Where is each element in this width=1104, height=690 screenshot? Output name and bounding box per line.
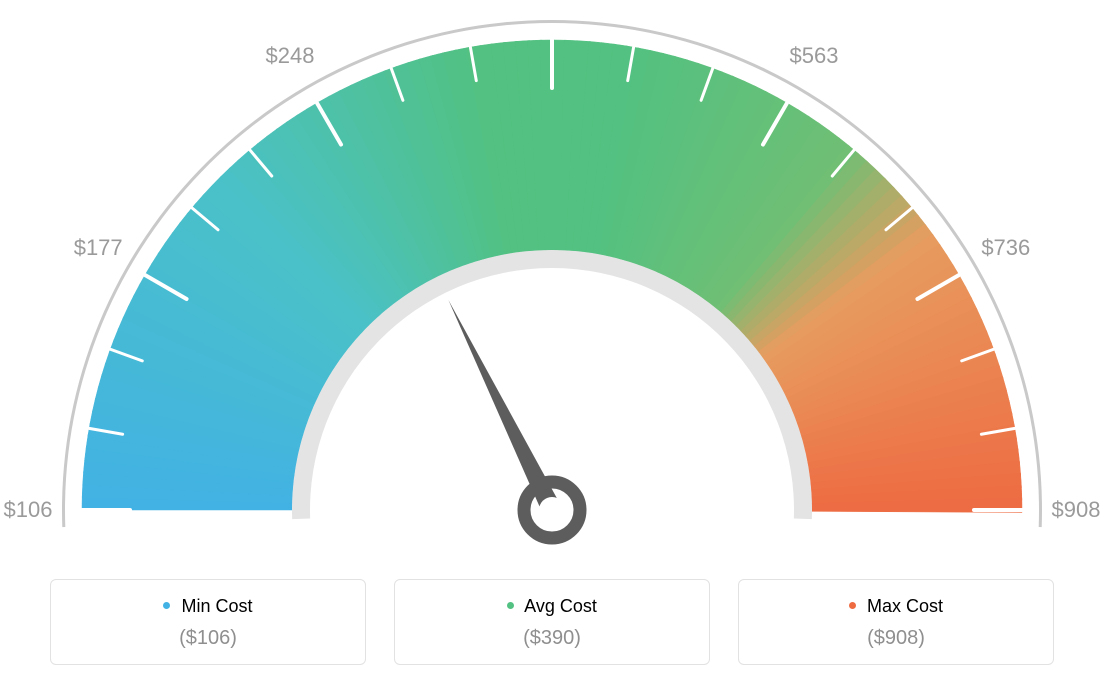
legend-title-avg-text: Avg Cost bbox=[524, 596, 597, 616]
legend-dot-avg bbox=[507, 602, 514, 609]
legend-row: Min Cost ($106) Avg Cost ($390) Max Cost… bbox=[50, 579, 1054, 665]
gauge-tick-label: $177 bbox=[74, 235, 123, 261]
legend-title-min-text: Min Cost bbox=[182, 596, 253, 616]
legend-dot-max bbox=[849, 602, 856, 609]
gauge-tick-label: $736 bbox=[981, 235, 1030, 261]
legend-title-max-text: Max Cost bbox=[867, 596, 943, 616]
legend-card-avg: Avg Cost ($390) bbox=[394, 579, 710, 665]
legend-card-min: Min Cost ($106) bbox=[50, 579, 366, 665]
legend-title-avg: Avg Cost bbox=[395, 596, 709, 617]
legend-value-max: ($908) bbox=[739, 627, 1053, 650]
gauge-tick-label: $106 bbox=[4, 497, 53, 523]
gauge-svg bbox=[0, 0, 1104, 560]
gauge-tick-label: $908 bbox=[1052, 497, 1101, 523]
legend-title-max: Max Cost bbox=[739, 596, 1053, 617]
gauge-area: $106$177$248$390$563$736$908 bbox=[0, 0, 1104, 560]
legend-title-min: Min Cost bbox=[51, 596, 365, 617]
gauge-chart-container: $106$177$248$390$563$736$908 Min Cost ($… bbox=[0, 0, 1104, 690]
gauge-tick-label: $563 bbox=[790, 43, 839, 69]
legend-value-avg: ($390) bbox=[395, 627, 709, 650]
legend-card-max: Max Cost ($908) bbox=[738, 579, 1054, 665]
legend-value-min: ($106) bbox=[51, 627, 365, 650]
legend-dot-min bbox=[163, 602, 170, 609]
gauge-tick-label: $248 bbox=[266, 43, 315, 69]
